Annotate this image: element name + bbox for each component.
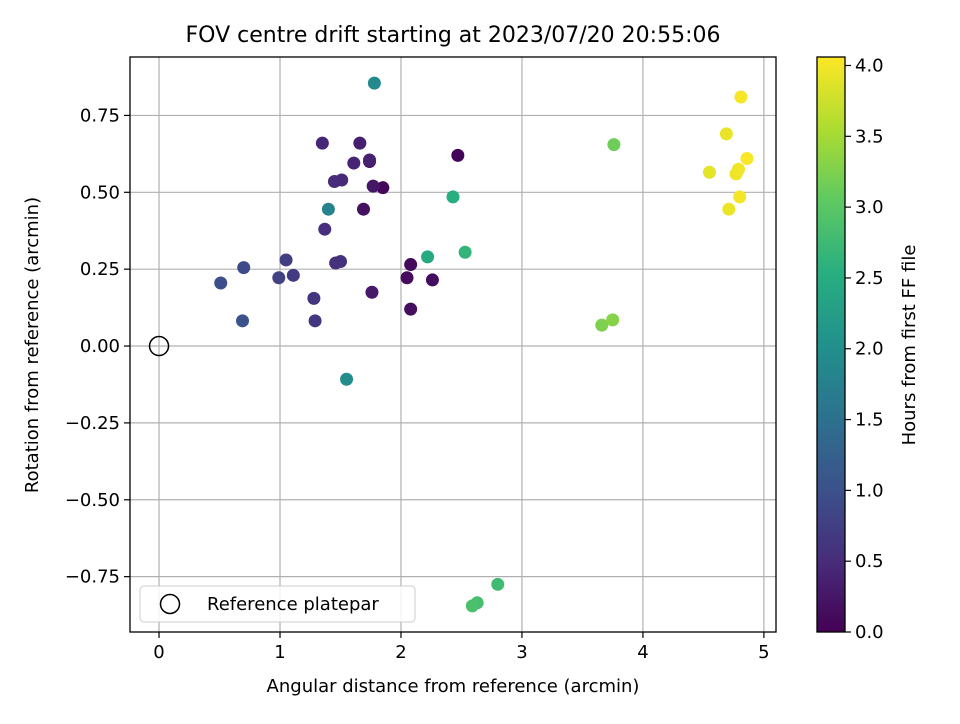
data-point xyxy=(353,136,367,150)
data-point xyxy=(315,136,329,150)
data-point xyxy=(446,190,460,204)
legend-label: Reference platepar xyxy=(207,594,379,615)
x-tick-label: 5 xyxy=(758,642,769,663)
y-tick-label: −0.25 xyxy=(65,413,120,434)
data-point xyxy=(719,127,733,141)
data-point xyxy=(491,577,505,591)
data-point xyxy=(421,250,435,264)
data-point xyxy=(458,245,472,259)
data-point xyxy=(340,372,354,386)
y-axis-label: Rotation from reference (arcmin) xyxy=(22,197,43,493)
x-tick-label: 3 xyxy=(516,642,527,663)
data-point xyxy=(214,276,228,290)
data-point xyxy=(740,151,754,165)
data-point xyxy=(236,314,250,328)
colorbar-tick-label: 0.5 xyxy=(855,551,884,572)
y-tick-label: −0.75 xyxy=(65,567,120,588)
x-tick-label: 2 xyxy=(395,642,406,663)
y-tick-label: 0.00 xyxy=(80,336,120,357)
data-point xyxy=(451,148,465,162)
y-tick-label: −0.50 xyxy=(65,490,120,511)
data-point xyxy=(606,313,620,327)
x-tick-label: 4 xyxy=(637,642,648,663)
x-tick-label: 0 xyxy=(153,642,164,663)
data-point xyxy=(425,273,439,287)
data-point xyxy=(318,222,332,236)
data-point xyxy=(733,190,747,204)
colorbar-ticks: 0.0 0.5 1.0 1.5 2.0 2.5 3.0 3.5 4.0 xyxy=(845,55,884,643)
grid-lines xyxy=(130,57,776,632)
legend: Reference platepar xyxy=(139,585,416,623)
data-point xyxy=(327,175,341,189)
colorbar: 0.0 0.5 1.0 1.5 2.0 2.5 3.0 3.5 4.0 Hours from f… xyxy=(816,55,920,643)
colorbar-tick-label: 3.0 xyxy=(855,197,884,218)
data-point xyxy=(237,261,251,275)
data-point xyxy=(722,202,736,216)
colorbar-tick-label: 2.5 xyxy=(855,268,884,289)
data-point xyxy=(279,253,293,267)
colorbar-tick-label: 1.5 xyxy=(855,410,884,431)
axes-frame xyxy=(129,56,777,633)
data-point xyxy=(307,291,321,305)
data-point xyxy=(702,165,716,179)
y-tick-label: 0.25 xyxy=(80,259,120,280)
data-point xyxy=(321,202,335,216)
data-point xyxy=(286,268,300,282)
data-point xyxy=(272,271,286,285)
data-points xyxy=(214,76,754,613)
colorbar-tick-label: 3.5 xyxy=(855,126,884,147)
data-point xyxy=(367,76,381,90)
colorbar-tick-label: 2.0 xyxy=(855,339,884,360)
y-tick-label: 0.50 xyxy=(80,182,120,203)
data-point xyxy=(734,90,748,104)
data-point xyxy=(365,285,379,299)
data-point xyxy=(607,138,621,152)
x-tick-label: 1 xyxy=(274,642,285,663)
data-point xyxy=(404,258,418,272)
data-point xyxy=(404,302,418,316)
data-point xyxy=(308,314,322,328)
colorbar-label: Hours from first FF file xyxy=(899,245,920,446)
colorbar-tick-label: 0.0 xyxy=(855,622,884,643)
data-point xyxy=(363,153,377,167)
data-point xyxy=(400,271,414,285)
y-tick-label: 0.75 xyxy=(80,105,120,126)
chart-title: FOV centre drift starting at 2023/07/20 … xyxy=(186,23,721,48)
legend-box xyxy=(139,585,416,623)
data-point xyxy=(356,202,370,216)
data-point xyxy=(333,254,347,268)
legend-reference-marker xyxy=(159,593,181,615)
data-point xyxy=(366,179,380,193)
x-axis-ticks: 0 1 2 3 4 5 xyxy=(153,632,770,663)
colorbar-tick-label: 4.0 xyxy=(855,55,884,76)
data-point xyxy=(595,318,609,332)
data-point xyxy=(731,162,745,176)
reference-marker xyxy=(148,335,170,357)
data-point xyxy=(347,156,361,170)
x-axis-label: Angular distance from reference (arcmin) xyxy=(267,676,640,697)
data-point xyxy=(376,181,390,195)
colorbar-tick-label: 1.0 xyxy=(855,480,884,501)
reference-point xyxy=(148,335,170,357)
data-point xyxy=(465,599,479,613)
y-axis-ticks: −0.75 −0.50 −0.25 0.00 0.25 0.50 0.75 xyxy=(65,105,130,588)
colorbar-gradient xyxy=(816,56,846,633)
